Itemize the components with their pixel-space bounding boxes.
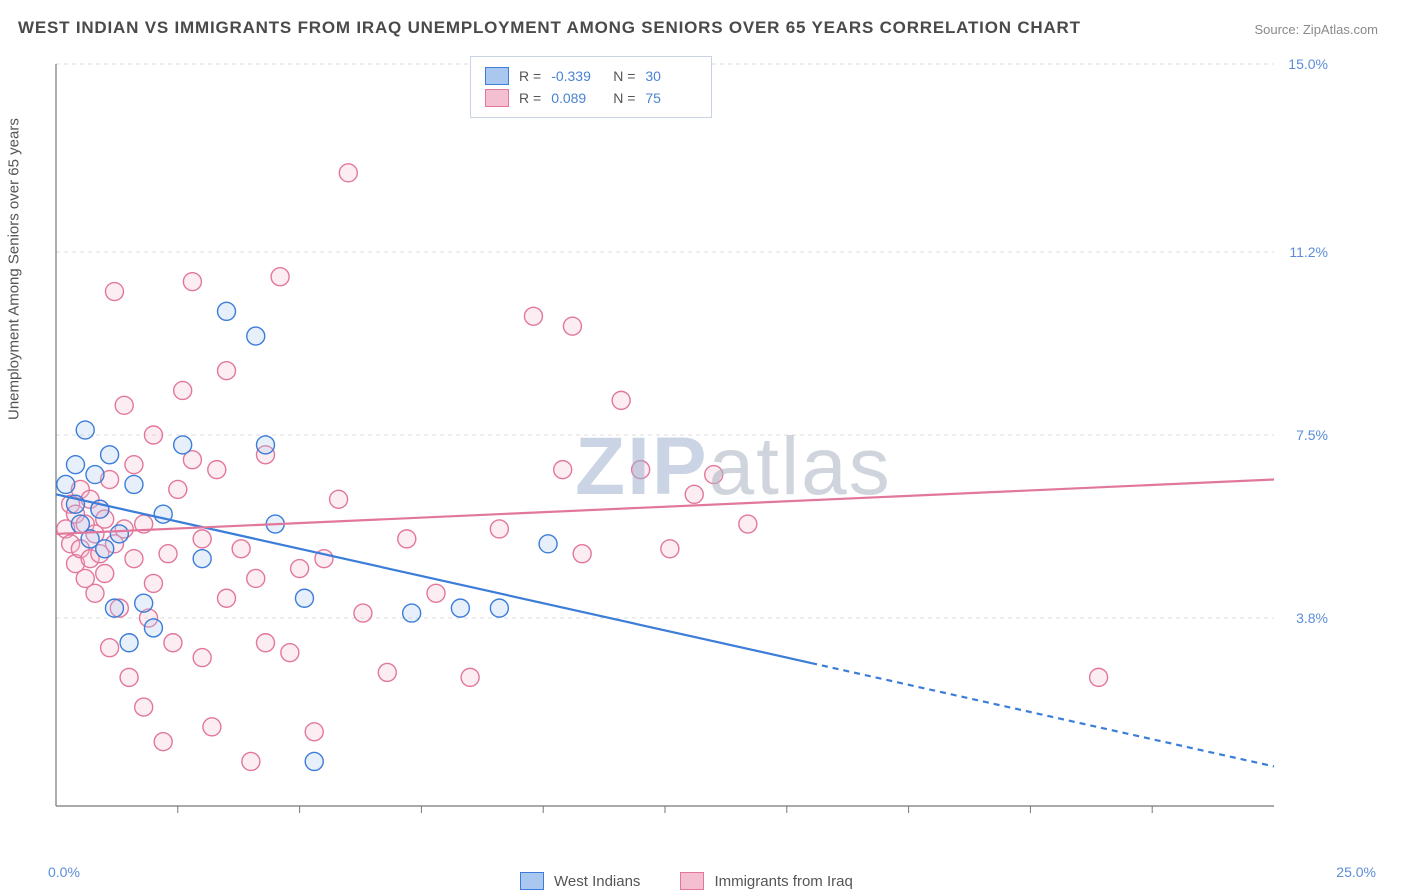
svg-text:15.0%: 15.0% (1288, 56, 1328, 72)
legend-item-1: Immigrants from Iraq (680, 872, 852, 890)
swatch-series-1 (485, 89, 509, 107)
stats-row-series-1: R = 0.089 N = 75 (485, 87, 697, 109)
r-value-0: -0.339 (551, 68, 603, 84)
svg-text:3.8%: 3.8% (1296, 610, 1328, 626)
svg-text:11.2%: 11.2% (1289, 244, 1328, 260)
correlation-scatter-plot: 3.8% 7.5% 11.2% 15.0% (48, 56, 1334, 836)
n-label: N = (613, 90, 635, 106)
legend-label-1: Immigrants from Iraq (714, 873, 852, 890)
n-label: N = (613, 68, 635, 84)
stats-row-series-0: R = -0.339 N = 30 (485, 65, 697, 87)
swatch-series-0 (520, 872, 544, 890)
swatch-series-0 (485, 67, 509, 85)
stats-legend: R = -0.339 N = 30 R = 0.089 N = 75 (470, 56, 712, 118)
source-attribution: Source: ZipAtlas.com (1254, 22, 1378, 37)
x-max-label: 25.0% (1336, 864, 1376, 880)
r-label: R = (519, 90, 541, 106)
chart-title: WEST INDIAN VS IMMIGRANTS FROM IRAQ UNEM… (18, 18, 1081, 38)
n-value-1: 75 (645, 90, 697, 106)
legend-label-0: West Indians (554, 873, 640, 890)
series-legend: West Indians Immigrants from Iraq (520, 872, 853, 890)
r-label: R = (519, 68, 541, 84)
n-value-0: 30 (645, 68, 697, 84)
legend-item-0: West Indians (520, 872, 640, 890)
y-axis-label: Unemployment Among Seniors over 65 years (6, 118, 23, 420)
svg-text:7.5%: 7.5% (1296, 427, 1328, 443)
x-origin-label: 0.0% (48, 864, 80, 880)
r-value-1: 0.089 (551, 90, 603, 106)
swatch-series-1 (680, 872, 704, 890)
